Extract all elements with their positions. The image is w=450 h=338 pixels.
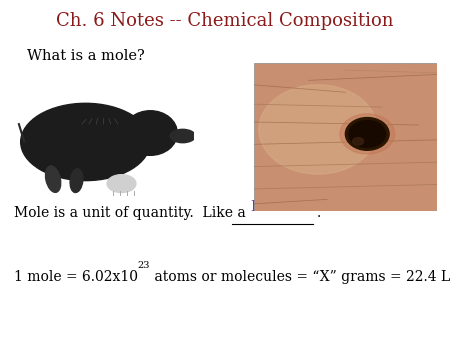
Ellipse shape: [259, 85, 377, 174]
Text: Dozen: Dozen: [250, 200, 294, 214]
Ellipse shape: [107, 175, 136, 193]
Ellipse shape: [340, 114, 395, 154]
Text: atoms or molecules = “X” grams = 22.4 L gas: atoms or molecules = “X” grams = 22.4 L …: [150, 269, 450, 284]
Text: 23: 23: [138, 261, 150, 270]
Ellipse shape: [346, 118, 389, 150]
Text: Ch. 6 Notes -- Chemical Composition: Ch. 6 Notes -- Chemical Composition: [56, 12, 394, 30]
Ellipse shape: [123, 111, 177, 155]
Ellipse shape: [349, 121, 386, 147]
Ellipse shape: [45, 166, 61, 192]
Ellipse shape: [21, 103, 150, 180]
Text: 1 mole = 6.02x10: 1 mole = 6.02x10: [14, 269, 138, 284]
Text: .: .: [316, 206, 320, 220]
Text: What is a mole?: What is a mole?: [27, 49, 145, 63]
Ellipse shape: [353, 138, 364, 145]
FancyBboxPatch shape: [254, 63, 436, 211]
Text: Mole is a unit of quantity.  Like a: Mole is a unit of quantity. Like a: [14, 206, 250, 220]
Ellipse shape: [70, 169, 83, 192]
Text: 23: 23: [138, 261, 150, 270]
Ellipse shape: [170, 129, 195, 143]
